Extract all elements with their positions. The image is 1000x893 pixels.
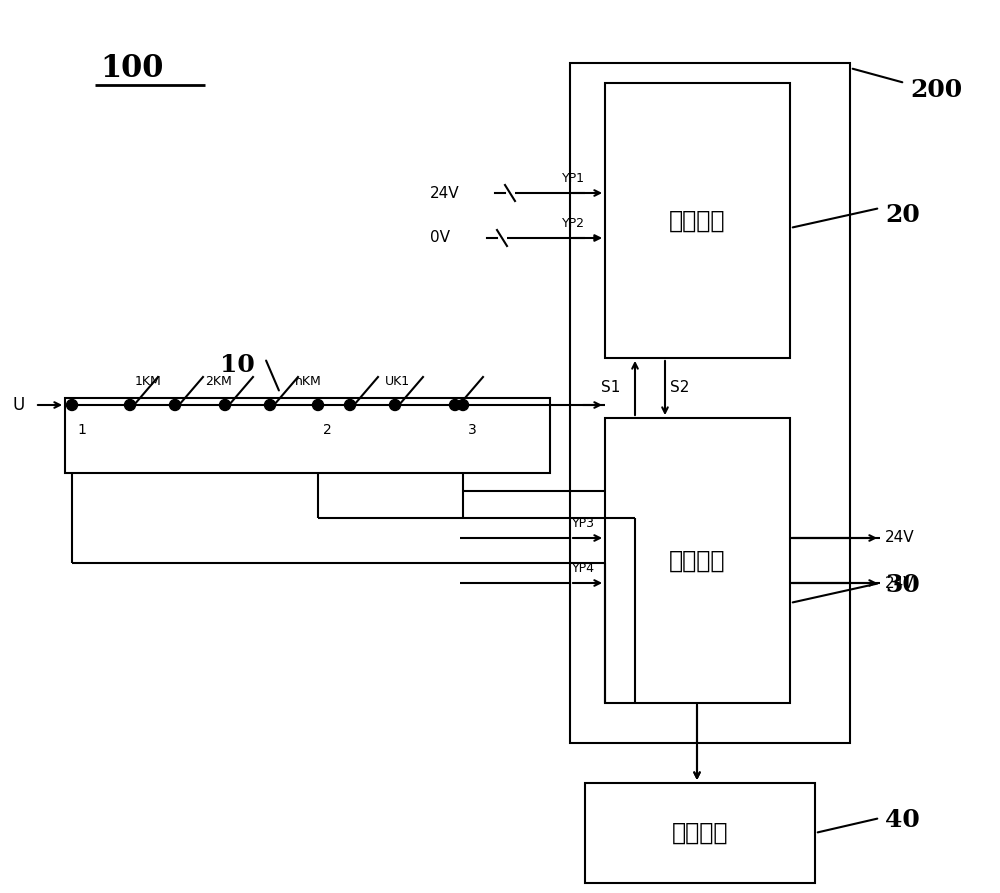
Text: 2KM: 2KM	[205, 375, 232, 388]
Text: 2: 2	[323, 423, 332, 437]
Text: 30: 30	[885, 573, 920, 597]
Text: UK1: UK1	[385, 375, 410, 388]
Bar	[65, 398, 550, 473]
Bar	[605, 418, 790, 703]
Text: 24V: 24V	[885, 530, 915, 546]
Text: 控制电路: 控制电路	[672, 821, 728, 845]
Text: YP2: YP2	[562, 217, 585, 230]
Circle shape	[264, 399, 276, 411]
Circle shape	[170, 399, 180, 411]
Text: 100: 100	[100, 53, 163, 84]
Text: 1: 1	[77, 423, 86, 437]
Text: YP3: YP3	[572, 517, 595, 530]
Text: 1KM: 1KM	[135, 375, 162, 388]
Text: 40: 40	[885, 808, 920, 832]
Text: YP1: YP1	[562, 172, 585, 185]
Text: 24V: 24V	[885, 575, 915, 590]
Circle shape	[458, 399, 468, 411]
Text: 24V: 24V	[430, 186, 460, 201]
Text: S2: S2	[670, 380, 689, 396]
Circle shape	[344, 399, 356, 411]
Text: nKM: nKM	[295, 375, 322, 388]
Text: 3: 3	[468, 423, 477, 437]
Bar	[585, 783, 815, 883]
Text: 安全电路: 安全电路	[669, 208, 726, 232]
Text: 20: 20	[885, 203, 920, 227]
Circle shape	[312, 399, 324, 411]
Bar	[570, 63, 850, 743]
Circle shape	[220, 399, 230, 411]
Circle shape	[390, 399, 400, 411]
Text: S1: S1	[601, 380, 620, 396]
Circle shape	[124, 399, 136, 411]
Circle shape	[66, 399, 78, 411]
Text: 检测电路: 检测电路	[669, 548, 726, 572]
Text: 10: 10	[220, 353, 255, 377]
Circle shape	[450, 399, 460, 411]
Bar	[605, 83, 790, 358]
Text: 200: 200	[910, 78, 962, 102]
Text: YP4: YP4	[572, 562, 595, 575]
Text: 0V: 0V	[430, 230, 450, 246]
Text: U: U	[12, 396, 24, 414]
